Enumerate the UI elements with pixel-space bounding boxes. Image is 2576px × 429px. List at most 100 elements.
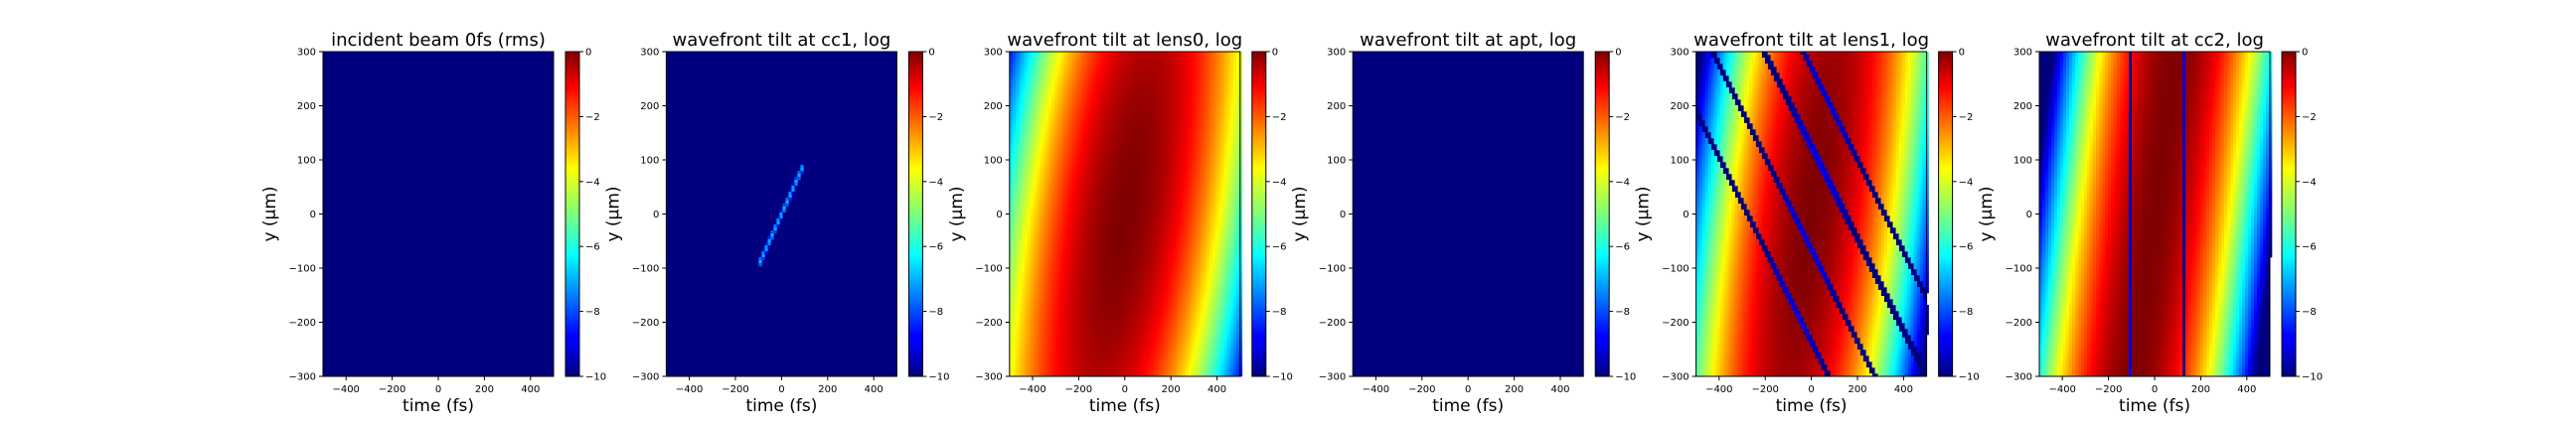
y-tick-label: 100 bbox=[984, 156, 1003, 167]
colorbar-tick-label: −2 bbox=[928, 112, 943, 123]
chart-title: wavefront tilt at lens1, log bbox=[1693, 30, 1929, 51]
colorbar-tick-label: −8 bbox=[1959, 307, 1974, 318]
colorbar-tick-label: −8 bbox=[928, 307, 943, 318]
y-tick-label: 200 bbox=[297, 101, 316, 112]
colorbar bbox=[908, 52, 922, 376]
y-tick-label: −100 bbox=[289, 264, 316, 275]
x-axis-label: time (fs) bbox=[2119, 396, 2190, 416]
colorbar-tick-label: −6 bbox=[1272, 242, 1287, 253]
y-axis-label: y (μm) bbox=[1634, 186, 1654, 241]
colorbar-tick-label: −4 bbox=[928, 177, 943, 188]
x-tick-label: −400 bbox=[332, 384, 359, 395]
chart-title: incident beam 0fs (rms) bbox=[331, 30, 546, 51]
colorbar-tick-label: −2 bbox=[1272, 112, 1287, 123]
x-tick-label: −200 bbox=[1065, 384, 1092, 395]
x-axis-label: time (fs) bbox=[402, 396, 474, 416]
y-axis-label: y (μm) bbox=[1290, 186, 1310, 241]
colorbar bbox=[1595, 52, 1609, 376]
colorbar bbox=[2282, 52, 2296, 376]
colorbar-tick-label: −8 bbox=[1615, 307, 1630, 318]
x-tick-label: 200 bbox=[1505, 384, 1524, 395]
y-tick-label: 0 bbox=[1340, 210, 1346, 220]
x-axis-label: time (fs) bbox=[1432, 396, 1504, 416]
x-tick-label: −200 bbox=[2095, 384, 2122, 395]
y-tick-label: 300 bbox=[640, 48, 659, 59]
chart-panel-4: −400 −200 0 200 400−300−200−1000100200300wav… bbox=[1290, 30, 1636, 416]
chart-panel-5: −400 −200 0 200 400−300−200−1000100200300wav… bbox=[1634, 30, 1980, 416]
colorbar-tick-label: 0 bbox=[1272, 48, 1278, 59]
colorbar-tick-label: −8 bbox=[585, 307, 600, 318]
colorbar-tick-label: −6 bbox=[1959, 242, 1974, 253]
x-tick-label: 0 bbox=[778, 384, 784, 395]
y-tick-label: −200 bbox=[975, 318, 1002, 329]
y-axis-label: y (μm) bbox=[947, 186, 967, 241]
heatmap-field bbox=[1696, 52, 1929, 376]
colorbar-tick-label: −2 bbox=[1615, 112, 1630, 123]
chart-title: wavefront tilt at apt, log bbox=[1360, 30, 1576, 51]
y-tick-label: 200 bbox=[1671, 101, 1690, 112]
x-tick-label: −400 bbox=[2048, 384, 2075, 395]
x-tick-label: 400 bbox=[1208, 384, 1226, 395]
y-tick-label: −100 bbox=[1662, 264, 1689, 275]
y-tick-label: 100 bbox=[640, 156, 659, 167]
y-tick-label: 100 bbox=[1327, 156, 1346, 167]
y-tick-label: 200 bbox=[984, 101, 1003, 112]
y-tick-label: −200 bbox=[289, 318, 316, 329]
x-tick-label: −200 bbox=[722, 384, 748, 395]
colorbar-tick-label: −10 bbox=[585, 372, 606, 383]
colorbar-tick-label: −10 bbox=[1615, 372, 1636, 383]
x-axis-label: time (fs) bbox=[745, 396, 817, 416]
colorbar bbox=[1252, 52, 1266, 376]
chart-title: wavefront tilt at cc1, log bbox=[673, 30, 891, 51]
x-tick-label: 400 bbox=[1550, 384, 1569, 395]
y-tick-label: −100 bbox=[1319, 264, 1346, 275]
x-tick-label: −400 bbox=[676, 384, 703, 395]
colorbar-tick-label: −2 bbox=[585, 112, 600, 123]
colorbar-tick-label: −6 bbox=[928, 242, 943, 253]
colorbar-tick-label: −6 bbox=[585, 242, 600, 253]
colorbar-tick-label: −8 bbox=[2302, 307, 2317, 318]
colorbar-tick-label: 0 bbox=[1959, 48, 1965, 59]
colorbar-tick-label: 0 bbox=[1615, 48, 1621, 59]
colorbar-tick-label: −2 bbox=[2302, 112, 2317, 123]
y-tick-label: −200 bbox=[2006, 318, 2032, 329]
y-tick-label: 300 bbox=[1327, 48, 1346, 59]
colorbar-tick-label: −4 bbox=[1959, 177, 1974, 188]
x-tick-label: 0 bbox=[2152, 384, 2158, 395]
y-tick-label: 300 bbox=[1671, 48, 1690, 59]
colorbar bbox=[565, 52, 579, 376]
x-tick-label: 400 bbox=[1894, 384, 1913, 395]
colorbar bbox=[1939, 52, 1953, 376]
y-tick-label: −100 bbox=[975, 264, 1002, 275]
y-tick-label: −300 bbox=[975, 372, 1002, 383]
colorbar-tick-label: −6 bbox=[2302, 242, 2317, 253]
heatmap-field bbox=[2039, 52, 2272, 376]
y-tick-label: 300 bbox=[984, 48, 1003, 59]
y-tick-label: −300 bbox=[289, 372, 316, 383]
y-tick-label: −300 bbox=[1319, 372, 1346, 383]
y-axis-label: y (μm) bbox=[1977, 186, 1997, 241]
x-axis-label: time (fs) bbox=[1776, 396, 1848, 416]
y-tick-label: −200 bbox=[1319, 318, 1346, 329]
colorbar-tick-label: −4 bbox=[2302, 177, 2317, 188]
x-tick-label: 0 bbox=[435, 384, 441, 395]
y-tick-label: 0 bbox=[2026, 210, 2032, 220]
colorbar-tick-label: −10 bbox=[2302, 372, 2323, 383]
y-tick-label: 100 bbox=[1671, 156, 1690, 167]
heatmap-background bbox=[1353, 52, 1583, 376]
y-axis-label: y (μm) bbox=[603, 186, 623, 241]
x-tick-label: 200 bbox=[475, 384, 494, 395]
x-tick-label: 400 bbox=[521, 384, 540, 395]
x-tick-label: −400 bbox=[1363, 384, 1389, 395]
y-tick-label: 200 bbox=[640, 101, 659, 112]
y-tick-label: 200 bbox=[1327, 101, 1346, 112]
x-tick-label: 400 bbox=[2237, 384, 2256, 395]
x-tick-label: −200 bbox=[379, 384, 405, 395]
x-tick-label: −400 bbox=[1705, 384, 1732, 395]
x-tick-label: −400 bbox=[1019, 384, 1046, 395]
y-tick-label: 100 bbox=[2013, 156, 2032, 167]
colorbar-tick-label: −2 bbox=[1959, 112, 1974, 123]
x-tick-label: 0 bbox=[1465, 384, 1471, 395]
x-tick-label: 200 bbox=[1848, 384, 1866, 395]
colorbar-tick-label: 0 bbox=[928, 48, 934, 59]
